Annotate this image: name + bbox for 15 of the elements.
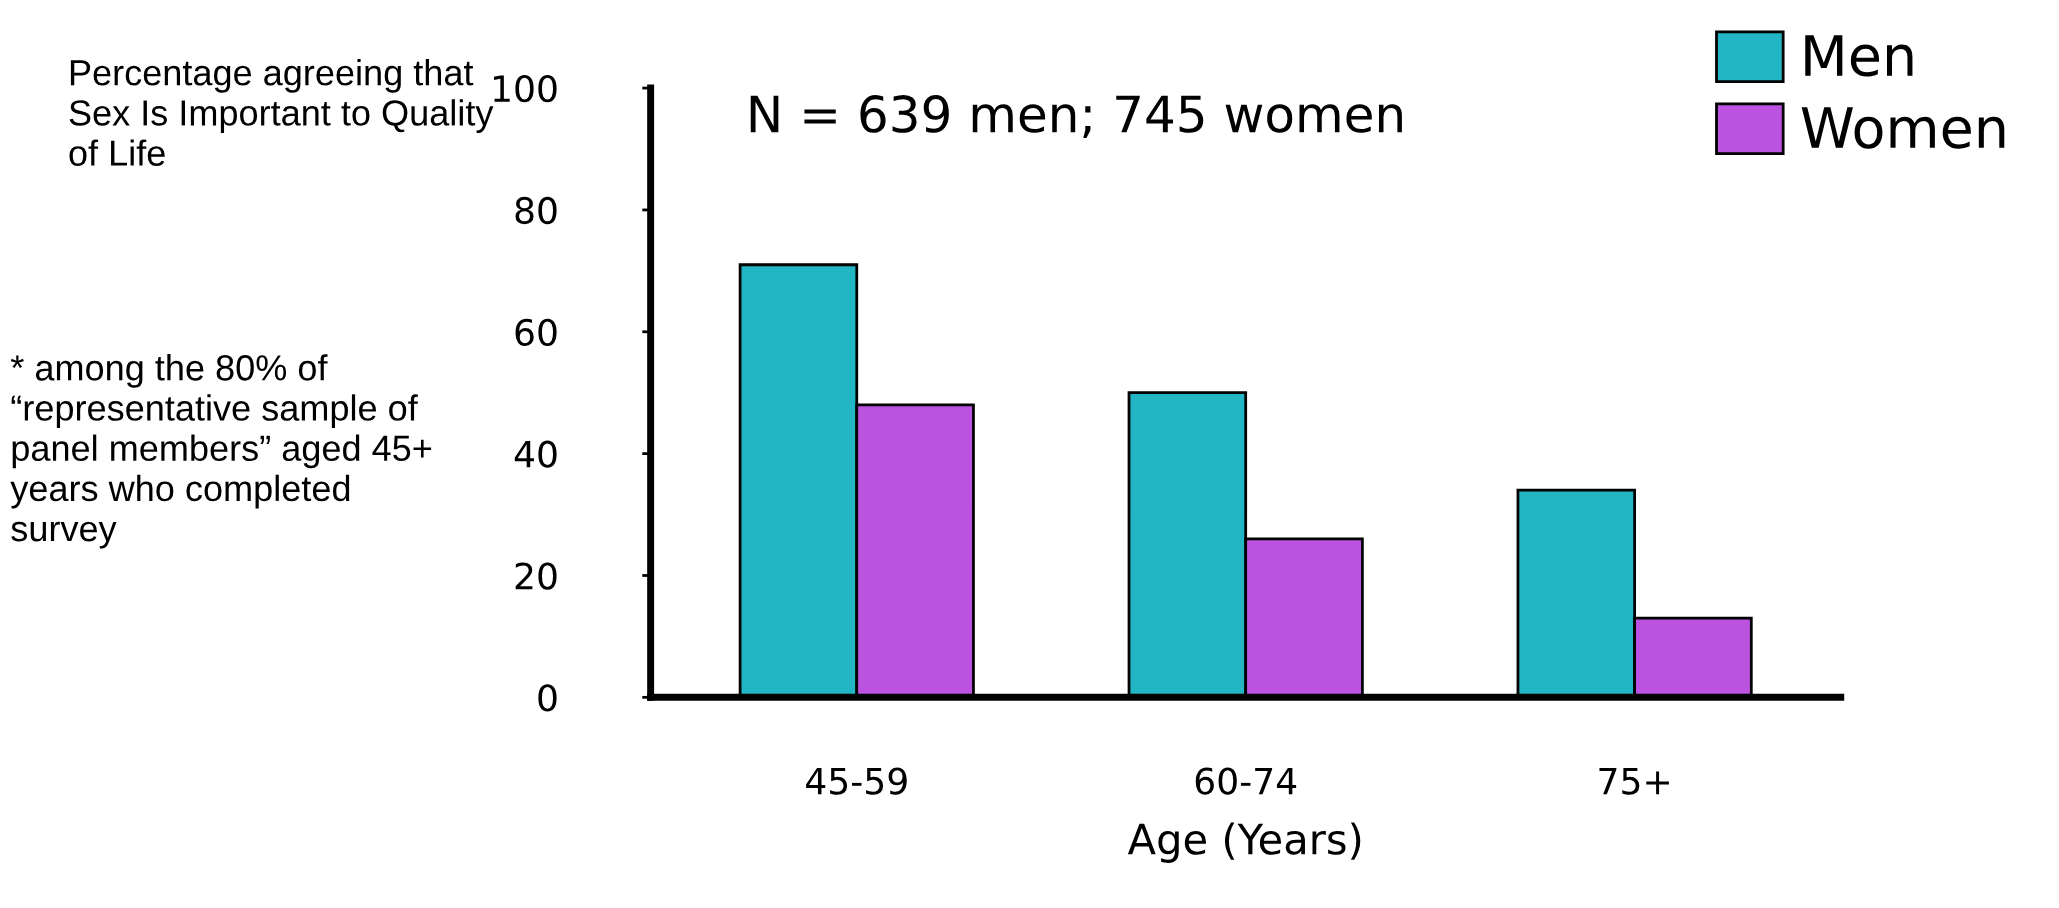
y-tick-label: 100 [494,74,557,103]
x-tick-label: 75+ [1599,767,1669,795]
y-tick-label: 80 [515,196,557,225]
chart-title: N = 639 men; 745 women [750,95,1402,138]
x-axis-title: Age (Years) [1127,822,1361,863]
text: * among the 80% of “representative sample of panel members” aged 45+ years who completed survey [10,354,432,549]
y-tick-label: 20 [515,562,557,590]
y-tick-label: 0 [538,684,557,712]
x-tick-label: 45-59 [806,767,907,795]
y-tick-label: 40 [514,440,557,468]
y-axis-title: Percentage agreeing that Sex Is Important to Quality of Life [69,59,494,166]
legend-label: Women [1801,107,2005,149]
y-tick-label: 60 [515,318,557,347]
x-tick-label: 60-74 [1195,767,1297,795]
legend-label: Men [1805,35,1913,77]
